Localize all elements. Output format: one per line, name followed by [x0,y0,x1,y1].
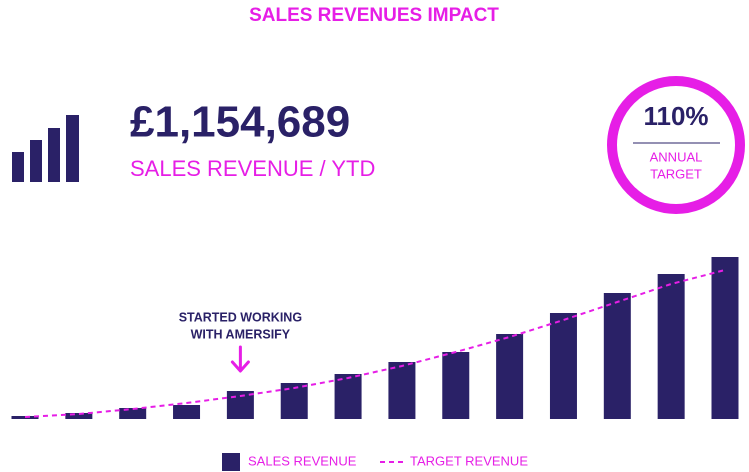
legend-swatch [222,453,240,471]
bar [173,405,201,419]
kpi-value: £1,154,689 [130,98,350,147]
bar [119,408,147,419]
kpi-label: SALES REVENUE / YTD [130,156,375,181]
target-badge [607,76,745,214]
bar [442,352,470,419]
annotation: WITH AMERSIFY [191,327,291,341]
bar [711,257,739,419]
bar-icon [12,115,79,182]
legend-label: TARGET REVENUE [410,453,528,468]
annotation: STARTED WORKING [179,310,302,324]
badge-value: 110% [643,101,708,131]
bar [334,374,362,419]
bar [549,313,577,419]
target-line [24,269,726,418]
bar [603,293,631,419]
bar [11,416,39,419]
badge-label: ANNUAL [650,149,703,164]
badge-label: TARGET [650,166,702,181]
bar [65,413,93,419]
chart-title: SALES REVENUES IMPACT [249,5,499,26]
annotation-arrow [230,345,250,373]
bar [657,274,685,419]
legend-label: SALES REVENUE [248,453,357,468]
bar [496,334,524,419]
bar [388,362,416,419]
